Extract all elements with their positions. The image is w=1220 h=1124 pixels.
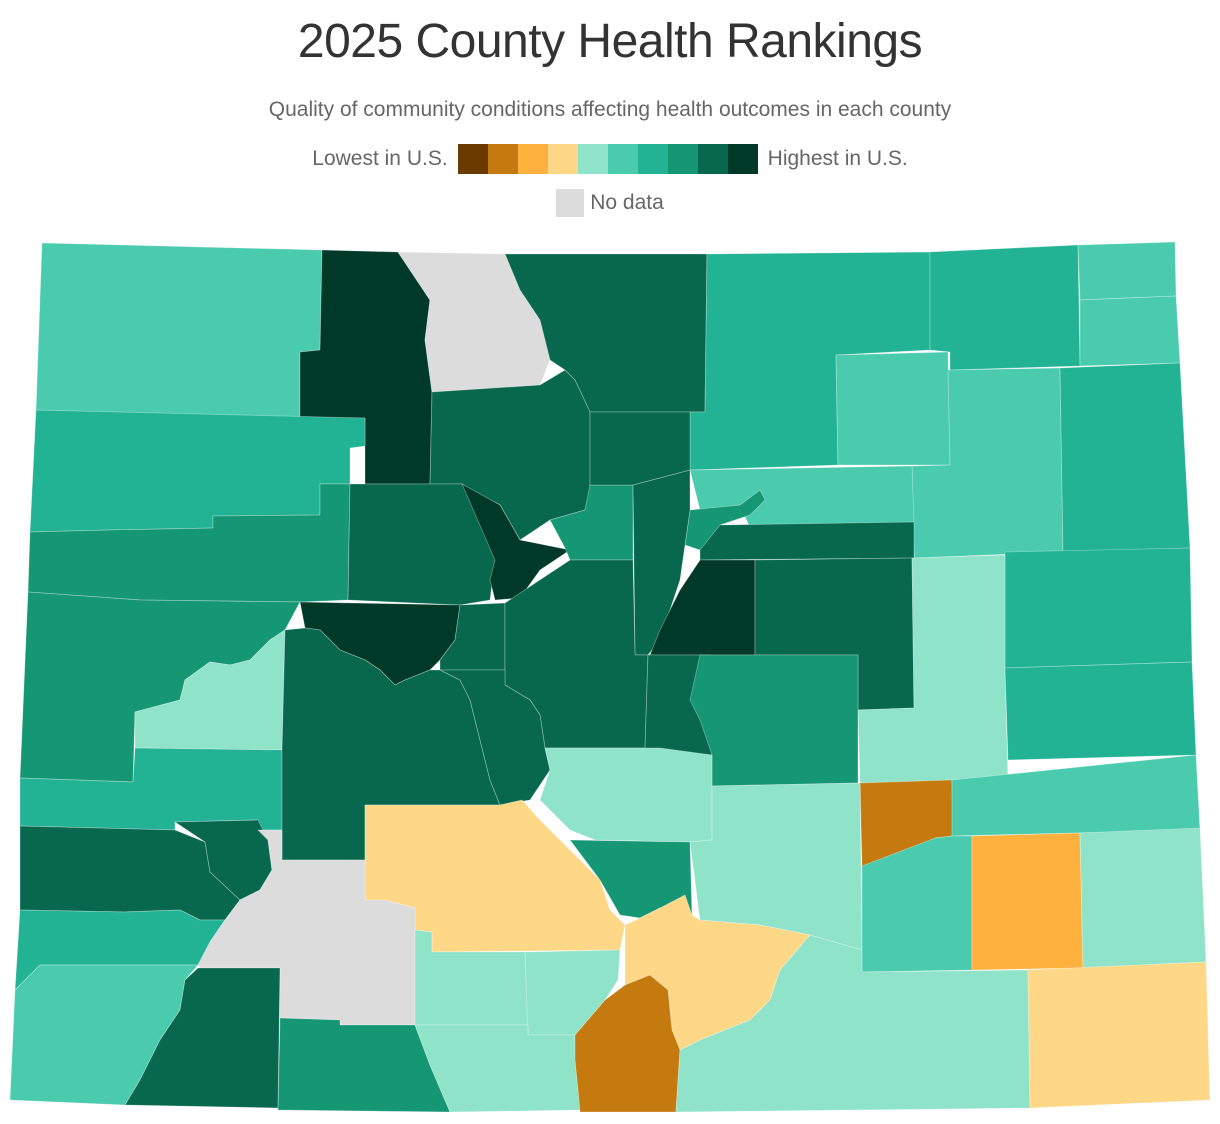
- county-gilpin-clear[interactable]: [589, 411, 691, 486]
- no-data-legend: No data: [0, 189, 1220, 217]
- county-kit-carson[interactable]: [1004, 547, 1193, 669]
- county-moffat[interactable]: [35, 242, 323, 419]
- county-arapahoe[interactable]: [699, 521, 915, 561]
- county-logan[interactable]: [929, 244, 1081, 371]
- legend-swatch-5: [577, 144, 608, 174]
- county-boulder[interactable]: [549, 484, 634, 561]
- county-cheyenne[interactable]: [1004, 661, 1197, 761]
- county-rio-blanco[interactable]: [29, 409, 366, 533]
- county-sedgwick[interactable]: [1077, 241, 1177, 301]
- legend-swatch-3: [517, 144, 548, 174]
- legend-swatch-6: [607, 144, 638, 174]
- legend-swatch-9: [697, 144, 728, 174]
- county-baca[interactable]: [1027, 961, 1211, 1109]
- no-data-label: No data: [590, 191, 664, 214]
- county-phillips[interactable]: [1079, 295, 1181, 367]
- county-la-plata[interactable]: [124, 967, 281, 1109]
- legend-swatch-10: [727, 144, 758, 174]
- county-prowers[interactable]: [1079, 827, 1207, 969]
- county-yuma[interactable]: [1059, 362, 1191, 553]
- county-las-animas[interactable]: [675, 934, 1031, 1113]
- county-fremont[interactable]: [539, 747, 713, 843]
- color-scale-legend: Lowest in U.S. Highest in U.S.: [0, 144, 1220, 174]
- county-morgan[interactable]: [835, 351, 951, 466]
- legend-swatch-4: [547, 144, 578, 174]
- legend-swatch-8: [667, 144, 698, 174]
- legend-high-label: Highest in U.S.: [767, 147, 908, 170]
- legend-swatch-7: [637, 144, 668, 174]
- county-el-paso[interactable]: [689, 654, 859, 787]
- county-bent[interactable]: [971, 832, 1084, 971]
- legend-swatches: [457, 144, 758, 174]
- legend-low-label: Lowest in U.S.: [312, 147, 448, 170]
- chart-title: 2025 County Health Rankings: [297, 15, 923, 68]
- no-data-swatch: [556, 189, 585, 217]
- legend-swatch-2: [487, 144, 518, 174]
- county-broomfield-denver[interactable]: [684, 489, 766, 551]
- county-summit[interactable]: [461, 483, 571, 601]
- legend-swatch-1: [457, 144, 488, 174]
- county-delta[interactable]: [134, 629, 286, 751]
- county-chaffee[interactable]: [439, 669, 551, 806]
- chart-subtitle: Quality of community conditions affectin…: [268, 98, 952, 121]
- county-costilla[interactable]: [574, 974, 681, 1113]
